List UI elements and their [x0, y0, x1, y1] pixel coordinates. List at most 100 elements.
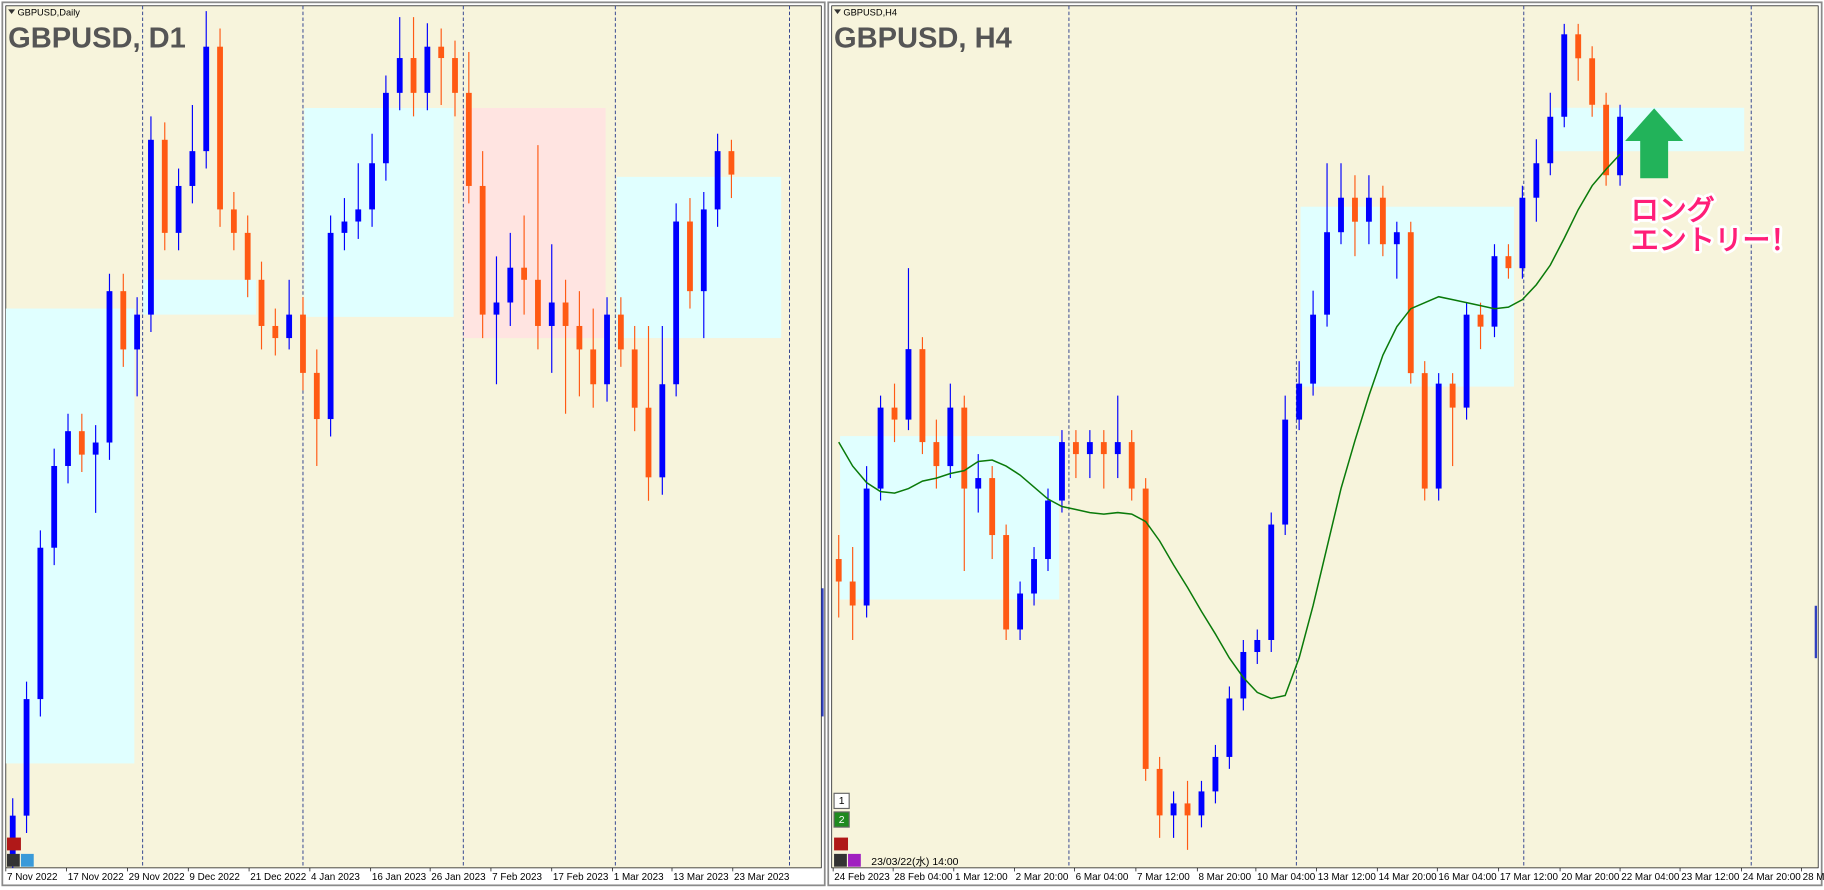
candle-body	[438, 46, 445, 59]
annotation-line-2: エントリー！	[1631, 225, 1798, 256]
x-tick-label: 26 Jan 2023	[431, 872, 486, 883]
x-tick-label: 22 Mar 04:00	[1621, 872, 1680, 883]
x-tick-label: 29 Nov 2022	[129, 872, 185, 883]
candle-body	[1379, 197, 1386, 245]
candle-body	[37, 547, 44, 700]
candle-body	[341, 221, 348, 233]
candle-body	[1170, 803, 1177, 816]
candle-body	[1254, 639, 1261, 652]
candle-body	[1352, 197, 1358, 222]
candle-body	[452, 58, 458, 93]
candle-body	[535, 279, 541, 326]
x-tick-label: 14 Mar 20:00	[1378, 872, 1437, 883]
candle-body	[700, 209, 707, 292]
candle-body	[134, 314, 141, 350]
chart-menu-icon	[8, 9, 16, 14]
candle-body	[1282, 419, 1289, 525]
toolbar-icon[interactable]	[834, 853, 847, 867]
toolbar-icon[interactable]	[848, 853, 861, 867]
candle-body	[1324, 232, 1330, 315]
candle-body	[1477, 314, 1484, 327]
candle-body	[1589, 58, 1596, 105]
candle-body	[1059, 442, 1065, 501]
toolbar-icon[interactable]	[834, 837, 849, 851]
candle-body	[1100, 442, 1107, 455]
candle-body	[1561, 34, 1568, 117]
candle-body	[258, 279, 265, 326]
zone	[5, 308, 135, 764]
candle-body	[590, 349, 597, 385]
x-tick-label: 17 Nov 2022	[68, 872, 124, 883]
candle-body	[1463, 314, 1470, 408]
candle-body	[1519, 197, 1526, 269]
toolbar-icon[interactable]	[20, 853, 34, 867]
x-tick-label: 28 Feb 04:00	[894, 872, 953, 883]
candle-body	[1128, 442, 1135, 489]
zone	[616, 176, 782, 339]
x-tick-label: 1 Mar 12:00	[955, 872, 1008, 883]
plot-area	[5, 5, 790, 868]
x-tick-label: 4 Jan 2023	[311, 872, 360, 883]
timestamp: 23/03/22(水) 14:00	[871, 856, 958, 868]
candle-body	[1156, 768, 1163, 816]
candle-body	[175, 185, 182, 233]
candle-body	[300, 314, 306, 373]
candle-body	[989, 478, 996, 536]
candle-body	[1240, 651, 1247, 699]
candle-body	[1114, 442, 1121, 455]
overlay-layer: ロング エントリー！ 1 2 23/03/22(水) 14:00	[6, 108, 1818, 868]
candle-body	[835, 559, 842, 582]
candle-body	[161, 139, 168, 233]
candle-body	[1617, 116, 1623, 176]
zone	[142, 279, 256, 315]
candle-body	[230, 209, 237, 233]
candle-body	[863, 488, 870, 606]
candle-body	[51, 465, 58, 548]
toolbar-icon[interactable]	[6, 853, 20, 867]
toolbar-button[interactable]	[833, 792, 850, 810]
toolbar-icon[interactable]	[6, 837, 21, 851]
candle-body	[1268, 524, 1275, 640]
candle-body	[189, 151, 196, 186]
candle-body	[217, 46, 223, 210]
candle-body	[327, 232, 334, 420]
candle-body	[1435, 383, 1442, 489]
scroll-marker	[1814, 605, 1818, 659]
candle-body	[1198, 791, 1205, 816]
chart-menu-icon	[834, 9, 842, 14]
candle-body	[313, 372, 320, 420]
x-tick-label: 1 Mar 2023	[614, 872, 664, 883]
candle-body	[1505, 256, 1512, 269]
candle-body	[604, 314, 610, 385]
candle-body	[1184, 803, 1191, 816]
toolbar-button[interactable]	[833, 811, 850, 828]
candle-body	[410, 58, 417, 93]
candle-body	[1296, 383, 1303, 420]
x-tick-label: 20 Mar 20:00	[1561, 872, 1620, 883]
candle-body	[203, 46, 210, 152]
candle-body	[961, 407, 968, 489]
x-tick-label: 17 Feb 2023	[553, 872, 609, 883]
candle-body	[23, 699, 30, 816]
candle-body	[645, 407, 652, 478]
x-tick-label: 9 Dec 2022	[189, 872, 239, 883]
candle-body	[1603, 104, 1610, 176]
zone	[463, 107, 606, 339]
x-tick-label: 2 Mar 20:00	[1016, 872, 1069, 883]
candle-body	[631, 349, 638, 408]
candle-body	[465, 92, 472, 186]
candle-body	[1575, 34, 1582, 59]
candle-body	[1365, 197, 1372, 222]
candle-body	[1338, 197, 1344, 233]
zone	[1300, 206, 1515, 387]
x-tick-label: 24 Feb 2023	[834, 872, 890, 883]
candle-body	[849, 581, 856, 606]
candle-body	[286, 314, 293, 339]
zone	[304, 107, 454, 317]
candle-body	[1017, 593, 1024, 630]
candle-body	[617, 314, 624, 350]
candle-body	[1310, 314, 1317, 384]
x-tick-label: 7 Feb 2023	[492, 872, 542, 883]
candle-body	[521, 267, 528, 280]
